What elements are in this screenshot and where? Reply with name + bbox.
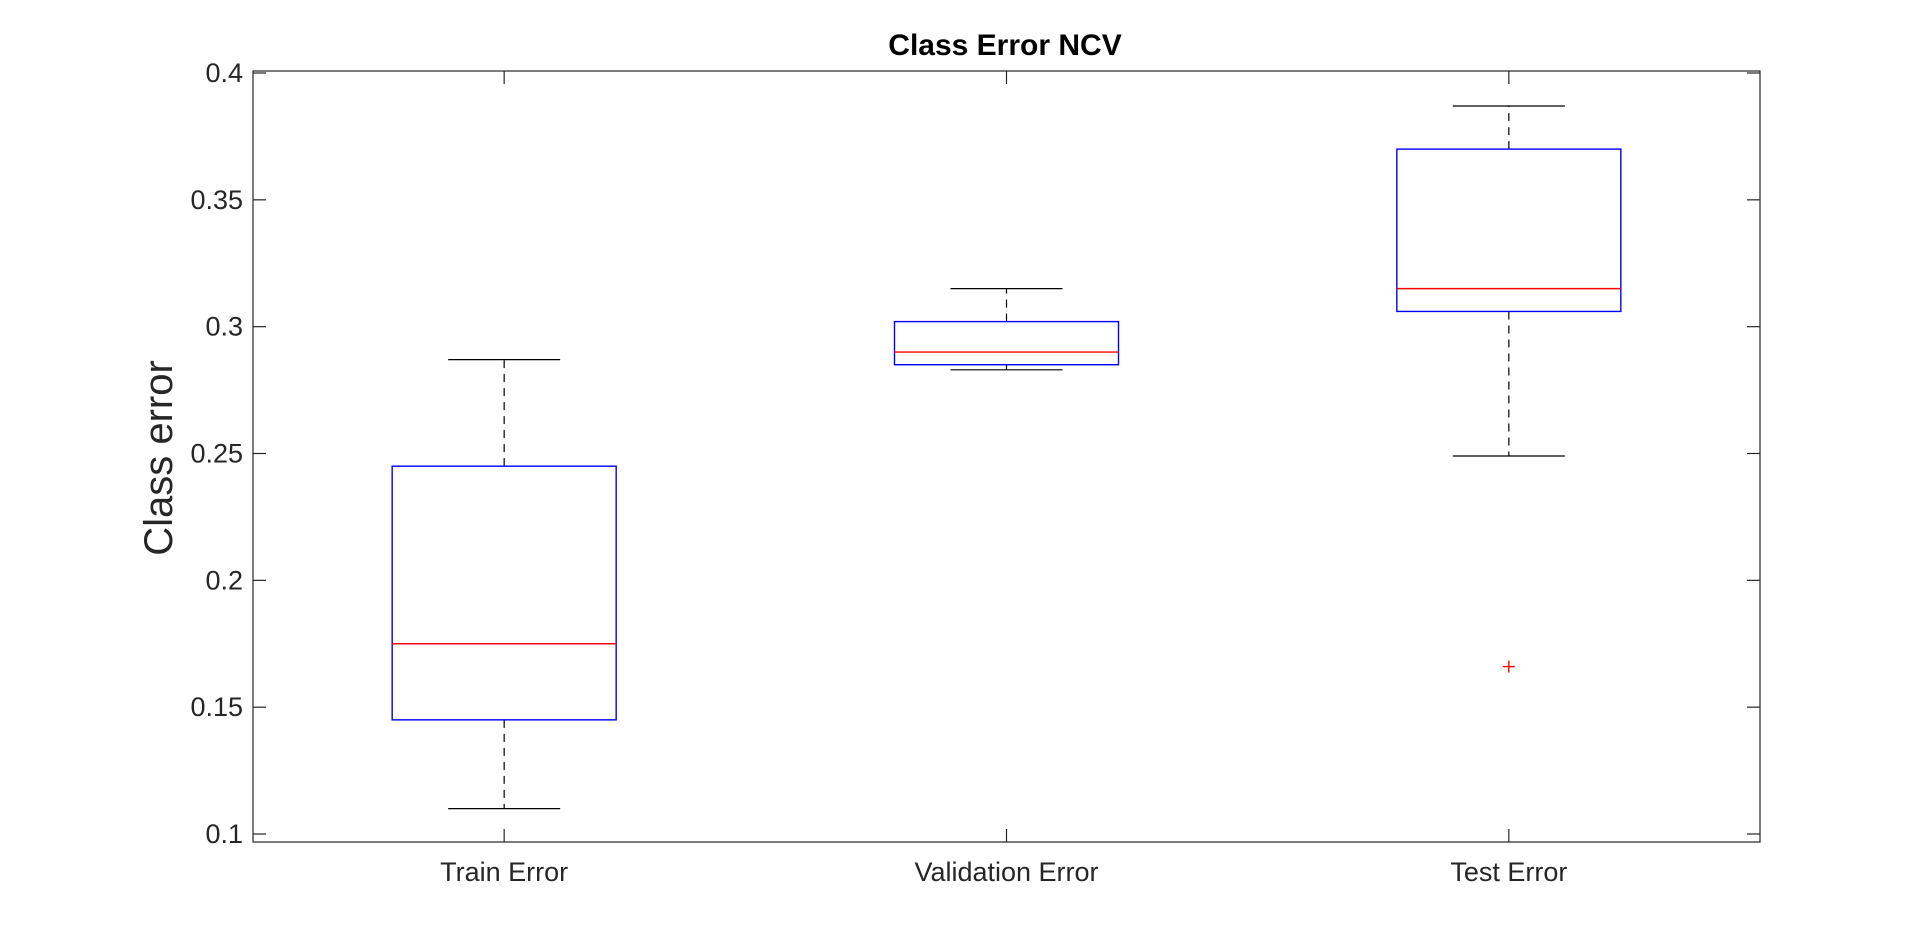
iqr-box bbox=[1396, 148, 1622, 313]
y-tick-label: 0.2 bbox=[205, 565, 243, 595]
x-tick-label: Validation Error bbox=[914, 857, 1098, 887]
y-tick-label: 0.1 bbox=[205, 819, 243, 849]
box-series bbox=[391, 105, 1622, 810]
iqr-box bbox=[391, 465, 617, 721]
y-tick-label: 0.3 bbox=[205, 312, 243, 342]
chart-title: Class Error NCV bbox=[888, 29, 1121, 62]
axis-ticks: 0.1 0.15 0.2 0.25 0.3 0.35 0.4 Train Error Valid… bbox=[190, 58, 1760, 887]
y-tick-label: 0.4 bbox=[205, 58, 243, 88]
outlier-marker bbox=[1502, 660, 1515, 673]
iqr-box bbox=[893, 320, 1120, 366]
x-tick-label: Train Error bbox=[440, 857, 568, 887]
y-tick-label: 0.15 bbox=[190, 692, 243, 722]
y-tick-label: 0.35 bbox=[190, 185, 243, 215]
box-group bbox=[893, 288, 1120, 371]
box-group bbox=[391, 359, 617, 810]
y-axis-label: Class error bbox=[137, 360, 181, 556]
box-group bbox=[1396, 105, 1622, 673]
y-tick-label: 0.25 bbox=[190, 439, 243, 469]
x-tick-label: Test Error bbox=[1450, 857, 1567, 887]
